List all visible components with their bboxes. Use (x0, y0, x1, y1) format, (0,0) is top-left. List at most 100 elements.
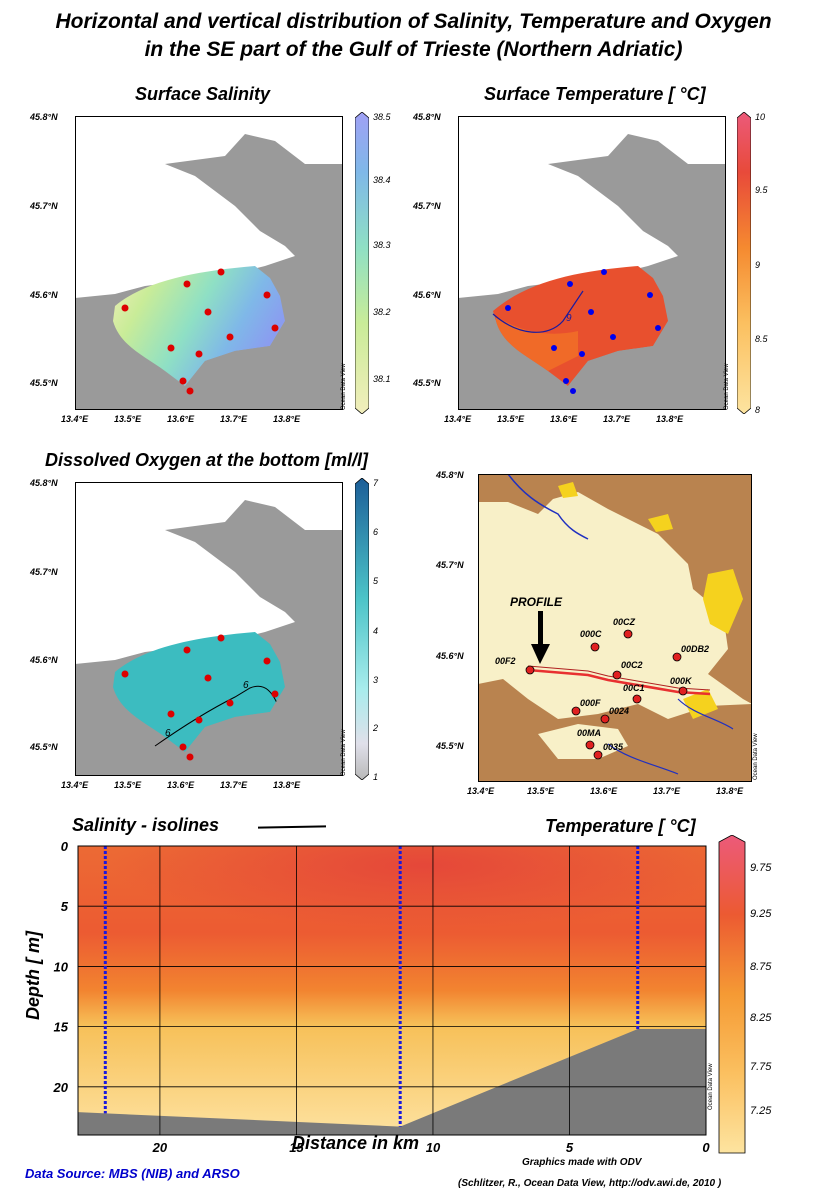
cb-tick: 38.5 (373, 112, 391, 122)
station-label: 000K (670, 676, 692, 686)
cb-tick: 6 (373, 527, 379, 537)
interp-field (113, 266, 285, 386)
y-tick-label: 10 (54, 959, 69, 974)
x-tick-label: 10 (426, 1140, 441, 1155)
lat-tick: 45.8°N (413, 112, 441, 122)
cb-tick: 38.2 (373, 307, 391, 317)
gulf-water (75, 164, 295, 298)
section-cb-tick: 8.75 (750, 961, 772, 973)
x-tick-label: 0 (702, 1140, 710, 1155)
lon-tick: 13.4°E (61, 414, 89, 424)
station-dots (121, 268, 279, 395)
temperature-map-title: Surface Temperature [ °C] (484, 84, 706, 104)
cb-tick: 7 (373, 478, 379, 488)
oxygen-colorbar (355, 478, 369, 780)
station-label: 00C2 (621, 660, 643, 670)
station-label: 0024 (609, 706, 630, 716)
lat-tick: 45.7°N (30, 201, 58, 211)
main-title-line2: in the SE part of the Gulf of Trieste (N… (144, 38, 683, 61)
station-dots (121, 634, 279, 761)
station-dot (179, 377, 187, 385)
seabed (78, 1029, 706, 1135)
lon-tick: 13.5°E (114, 414, 142, 424)
salinity-isolines-label: Salinity - isolines (72, 815, 220, 835)
station-label: 00DB2 (681, 644, 710, 654)
cb-tick: 2 (373, 723, 379, 733)
station-label: 0035 (603, 742, 624, 752)
cb-tick: 8 (755, 405, 761, 415)
sea-area (75, 116, 343, 164)
section-cb-tick: 7.25 (750, 1105, 772, 1117)
lon-tick: 13.6°E (167, 780, 195, 790)
y-axis-title: Depth [ m] (23, 931, 43, 1020)
lat-tick: 45.5°N (30, 742, 58, 752)
station-dot (217, 268, 225, 276)
temperature-section-label: Temperature [ °C] (545, 816, 696, 836)
lat-tick: 45.5°N (413, 378, 441, 388)
salinity-map (75, 116, 343, 410)
lat-tick: 45.7°N (30, 567, 58, 577)
x-tick-label: 5 (566, 1140, 574, 1155)
contour-label: 6 (243, 680, 249, 691)
cb-tick: 38.3 (373, 240, 391, 250)
lat-tick: 45.7°N (413, 201, 441, 211)
station-label: 00C1 (623, 683, 645, 693)
oxygen-map-title: Dissolved Oxygen at the bottom [ml/l] (45, 450, 369, 470)
lon-tick: 13.5°E (497, 414, 525, 424)
profile-line (527, 668, 711, 696)
lat-tick: 45.5°N (30, 378, 58, 388)
contour-label: 6 (165, 728, 171, 739)
lon-tick: 13.5°E (527, 786, 555, 796)
lon-tick: 13.4°E (61, 780, 89, 790)
station-label: 00MA (577, 728, 602, 738)
lon-tick: 13.4°E (467, 786, 495, 796)
section-cb-tick: 9.25 (750, 908, 772, 920)
cb-tick: 9 (755, 260, 761, 270)
temperature-colorbar (737, 112, 751, 414)
warm-core (78, 846, 706, 977)
x-tick-label: 15 (289, 1140, 304, 1155)
profile-line (527, 665, 711, 691)
lon-tick: 13.7°E (220, 414, 248, 424)
lon-tick: 13.6°E (550, 414, 578, 424)
odv-watermark: Ocean Data View (724, 363, 730, 410)
lat-tick: 45.6°N (436, 651, 464, 661)
lon-tick: 13.7°E (603, 414, 631, 424)
station-dot (186, 387, 194, 395)
water-area (478, 492, 752, 782)
x-tick-label: 20 (152, 1140, 168, 1155)
station-label: 000F (580, 698, 601, 708)
station-dot (183, 280, 191, 288)
cb-tick: 10 (755, 112, 766, 122)
oxygen-map: 6 6 (75, 482, 343, 776)
station-dot (195, 350, 203, 358)
section-colorbar (718, 835, 746, 1154)
lon-tick: 13.6°E (590, 786, 618, 796)
section-cb-tick: 7.75 (750, 1061, 772, 1073)
cb-tick: 38.1 (373, 374, 391, 384)
cb-tick: 9.5 (755, 185, 768, 195)
lat-tick: 45.7°N (436, 560, 464, 570)
lat-tick: 45.6°N (30, 655, 58, 665)
data-source: Data Source: MBS (NIB) and ARSO (25, 1166, 240, 1181)
cb-tick: 8.5 (755, 334, 768, 344)
y-tick-label: 5 (61, 899, 69, 914)
profile-arrow (531, 644, 550, 664)
cb-tick: 4 (373, 626, 379, 636)
station-dot (121, 304, 129, 312)
y-tick-label: 20 (53, 1080, 69, 1095)
river (507, 474, 589, 540)
plot-frame (77, 845, 707, 1136)
lat-tick: 45.8°N (30, 478, 58, 488)
graphics-credit: Graphics made with ODV (522, 1157, 642, 1168)
section-cb-tick: 8.25 (750, 1012, 772, 1024)
stations-map (478, 474, 752, 782)
odv-watermark: Ocean Data View (341, 363, 347, 410)
lon-tick: 13.8°E (656, 414, 684, 424)
odv-watermark: Ocean Data View (753, 733, 759, 780)
lat-tick: 45.6°N (30, 290, 58, 300)
station-dots (505, 269, 661, 394)
lon-tick: 13.8°E (273, 780, 301, 790)
lon-tick: 13.6°E (167, 414, 195, 424)
lon-tick: 13.8°E (716, 786, 744, 796)
